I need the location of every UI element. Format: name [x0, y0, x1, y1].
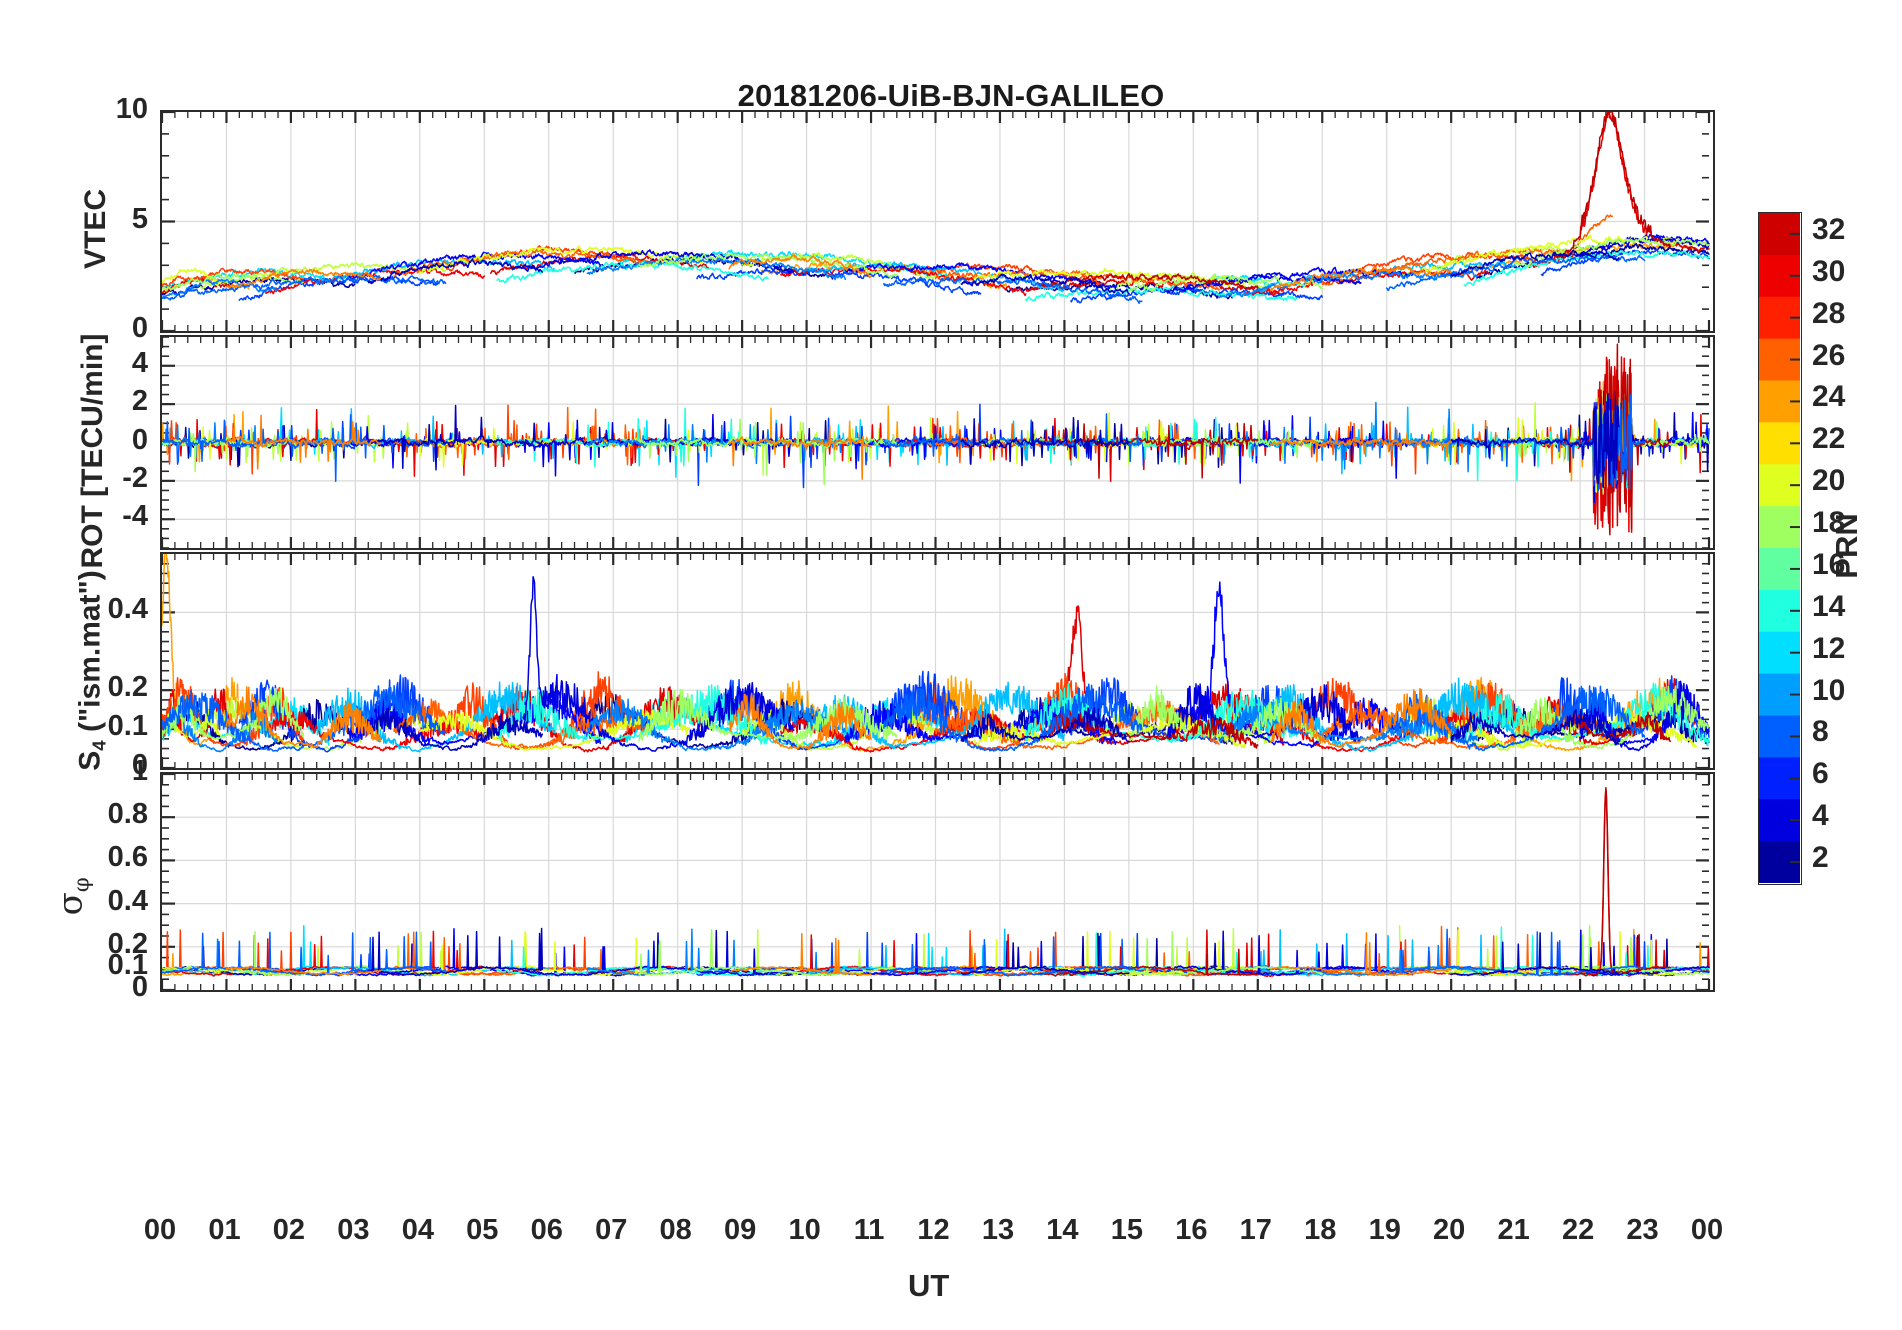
- xtick-23: 23: [1626, 1214, 1659, 1246]
- xtick-5: 05: [466, 1214, 499, 1246]
- xtick-22: 22: [1561, 1214, 1595, 1246]
- ytick-2-0: 0.4: [107, 593, 148, 626]
- xtick-2: 02: [272, 1214, 306, 1246]
- xtick-21: 21: [1497, 1214, 1530, 1246]
- colorbar-tick-8: 16: [1812, 547, 1846, 581]
- xtick-18: 18: [1304, 1214, 1337, 1246]
- xtick-1: 01: [208, 1214, 241, 1246]
- ytick-2-1: 0.2: [107, 671, 148, 704]
- xtick-8: 08: [659, 1214, 692, 1246]
- xtick-4: 04: [401, 1214, 434, 1246]
- plot-area-sigmaphi: [162, 774, 1713, 990]
- ytick-0-2: 0: [131, 312, 148, 344]
- xtick-6: 06: [530, 1214, 563, 1246]
- panel-rot: [160, 335, 1715, 550]
- ytick-1-1: 2: [131, 385, 148, 418]
- colorbar-tick-4: 24: [1812, 380, 1846, 414]
- xtick-11: 11: [853, 1214, 885, 1246]
- xtick-17: 17: [1239, 1214, 1272, 1246]
- panel-vtec: [160, 110, 1715, 333]
- ytick-0-1: 5: [131, 202, 148, 235]
- xtick-24: 00: [1690, 1214, 1724, 1246]
- ytick-3-5: 0.1: [107, 949, 148, 982]
- colorbar-tick-9: 14: [1812, 589, 1846, 623]
- colorbar-tick-6: 20: [1812, 464, 1846, 498]
- ytick-3-3: 0.4: [107, 884, 148, 917]
- xtick-15: 15: [1110, 1214, 1143, 1246]
- ytick-3-6: 0: [131, 971, 148, 1003]
- xtick-20: 20: [1433, 1214, 1466, 1246]
- colorbar-tick-5: 22: [1812, 422, 1846, 456]
- xtick-14: 14: [1046, 1214, 1079, 1246]
- xtick-3: 03: [337, 1214, 370, 1246]
- ytick-2-3: 0: [131, 749, 148, 781]
- colorbar-tick-14: 4: [1812, 799, 1829, 833]
- panel-sigmaphi: [160, 772, 1715, 992]
- colorbar-tick-7: 18: [1812, 506, 1846, 540]
- xtick-19: 19: [1368, 1214, 1401, 1246]
- colorbar-tick-11: 10: [1812, 673, 1846, 707]
- colorbar-tick-13: 6: [1812, 757, 1829, 791]
- plot-area-vtec: [162, 112, 1713, 331]
- ytick-2-2: 0.1: [107, 710, 148, 743]
- colorbar-tick-2: 28: [1812, 296, 1846, 330]
- plot-area-s4: [162, 554, 1713, 768]
- figure-title: 20181206-UiB-BJN-GALILEO: [737, 78, 1165, 113]
- ytick-1-2: 0: [131, 423, 148, 456]
- colorbar-tick-12: 8: [1812, 715, 1829, 749]
- colorbar-tick-10: 12: [1812, 631, 1846, 665]
- xtick-0: 00: [143, 1214, 177, 1246]
- panel-s4: [160, 552, 1715, 770]
- plot-area-rot: [162, 337, 1713, 548]
- colorbar-tick-1: 30: [1812, 254, 1846, 288]
- ytick-1-4: -4: [122, 500, 148, 533]
- ytick-1-3: -2: [122, 461, 148, 494]
- xtick-7: 07: [595, 1214, 628, 1246]
- colorbar-tick-15: 2: [1812, 841, 1829, 875]
- xtick-16: 16: [1175, 1214, 1208, 1246]
- ytick-0-0: 10: [115, 93, 148, 125]
- ytick-3-2: 0.6: [107, 841, 148, 874]
- xtick-13: 13: [981, 1214, 1015, 1246]
- ytick-3-1: 0.8: [107, 798, 148, 831]
- xtick-9: 09: [723, 1214, 757, 1246]
- colorbar: [1758, 212, 1802, 885]
- ytick-3-0: 1: [131, 755, 148, 787]
- ytick-3-4: 0.2: [107, 927, 148, 960]
- xlabel: UT: [908, 1268, 950, 1303]
- ytick-1-0: 4: [131, 346, 148, 379]
- xtick-10: 10: [788, 1214, 821, 1246]
- xtick-12: 12: [917, 1214, 950, 1246]
- colorbar-tick-0: 32: [1812, 212, 1846, 246]
- colorbar-tick-3: 26: [1812, 338, 1846, 372]
